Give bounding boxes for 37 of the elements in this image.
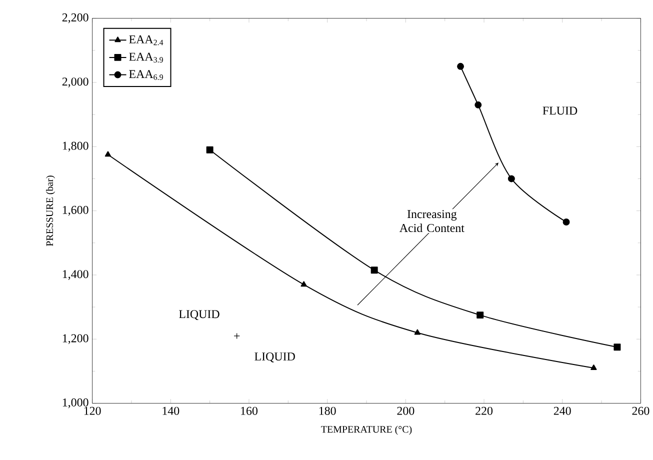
y-tick-label: 1,400 (62, 270, 88, 280)
annotation: + (234, 333, 240, 339)
y-tick-label: 1,600 (62, 206, 88, 216)
point (370, 266, 378, 274)
annotation: LIQUID (254, 352, 295, 362)
point (414, 329, 421, 335)
y-tick-label: 1,000 (62, 398, 88, 408)
point (104, 151, 112, 157)
x-tick-label: 200 (397, 406, 414, 415)
point (562, 218, 570, 226)
x-tick-label: 180 (319, 406, 336, 415)
x-tick-label: 260 (632, 406, 650, 415)
x-tick-label: 160 (241, 406, 258, 415)
y-axis-title: PRESSURE (bar) (46, 176, 56, 246)
point (476, 312, 484, 319)
point (206, 146, 214, 154)
y-tick-label: 1,800 (62, 142, 88, 152)
annotation: LIQUID (179, 310, 220, 320)
y-tick-label: 1,200 (62, 334, 88, 344)
x-tick-label: 240 (554, 406, 571, 415)
y-tick-label: 2,200 (62, 13, 88, 24)
x-tick-label: 220 (476, 406, 493, 415)
x-tick-label: 120 (84, 406, 101, 415)
x-axis-title: TEMPERATURE (°C) (321, 426, 412, 435)
annotation: FLUID (542, 106, 578, 115)
legend-label: EAA$_{3.9}$ (129, 52, 163, 63)
point (508, 175, 515, 182)
point (457, 62, 464, 70)
x-tick-label: 140 (162, 406, 180, 415)
legend-label: EAA$_{6.9}$ (129, 70, 163, 80)
point (614, 344, 621, 351)
point (590, 364, 597, 370)
annotation: Increasing Acid Content (399, 210, 464, 232)
legend-label: EAA$_{2.4}$ (129, 35, 164, 46)
y-tick-label: 2,000 (62, 78, 88, 88)
point (474, 101, 482, 108)
point (300, 281, 307, 287)
